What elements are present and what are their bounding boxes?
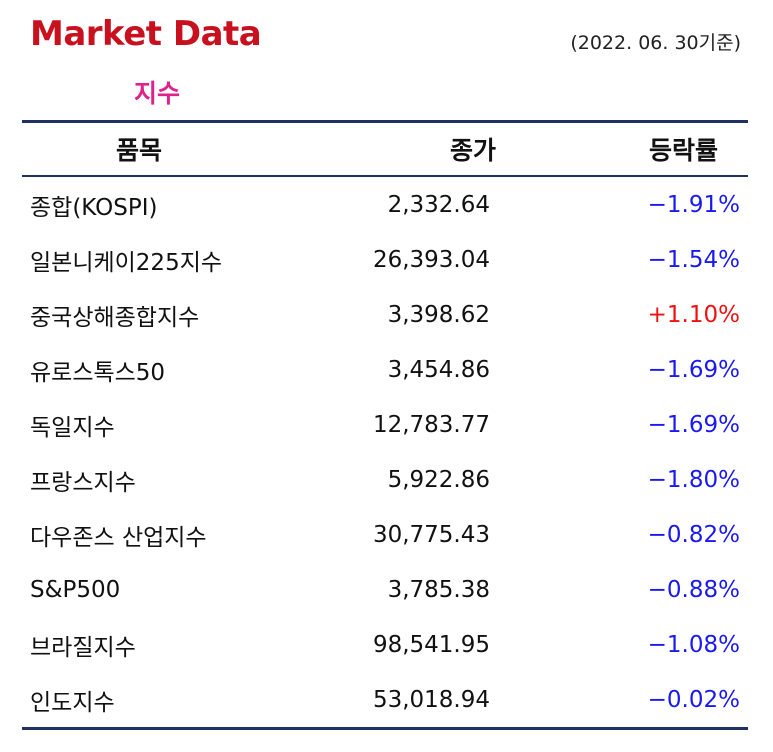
change-rate: −1.54% — [647, 246, 740, 273]
column-header: 품목 — [116, 136, 163, 165]
index-name: 중국상해종합지수 — [30, 304, 200, 331]
close-price: 3,454.86 — [387, 356, 490, 383]
date: (2022. 06. 30기준) — [570, 32, 741, 54]
table-row: 다우존스 산업지수 30,775.43 −0.82% — [22, 507, 748, 562]
header-row: 품목 종가 등락률 — [22, 123, 748, 175]
change-rate: −1.80% — [647, 466, 740, 493]
close-price: 3,398.62 — [387, 301, 490, 328]
index-name: 다우존스 산업지수 — [30, 524, 207, 551]
bottom-rule — [22, 727, 748, 730]
header-rule — [22, 175, 748, 177]
column-header: 등락률 — [648, 136, 718, 165]
table-row: 독일지수 12,783.77 −1.69% — [22, 397, 748, 452]
table-row: 일본니케이225지수 26,393.04 −1.54% — [22, 232, 748, 287]
change-rate: −1.69% — [647, 411, 740, 438]
table-row: 프랑스지수 5,922.86 −1.80% — [22, 452, 748, 507]
table: 품목 종가 등락률 종합(KOSPI) 2,332.64 −1.91% 일본니케이22… — [22, 120, 748, 730]
close-price: 5,922.86 — [387, 466, 490, 493]
subtitle: 지수 — [134, 79, 181, 108]
close-price: 30,775.43 — [372, 521, 490, 548]
change-rate: −0.88% — [647, 576, 740, 603]
title: Market Data — [30, 14, 262, 54]
table-row: 유로스톡스50 3,454.86 −1.69% — [22, 342, 748, 397]
index-name: 브라질지수 — [30, 634, 136, 661]
table-row: 인도지수 53,018.94 −0.02% — [22, 672, 748, 727]
close-price: 98,541.95 — [372, 631, 490, 658]
change-rate: +1.10% — [647, 301, 740, 328]
close-price: 3,785.38 — [387, 576, 490, 603]
table-row: 종합(KOSPI) 2,332.64 −1.91% — [22, 177, 748, 232]
index-name: 일본니케이225지수 — [30, 249, 223, 276]
change-rate: −1.08% — [647, 631, 740, 658]
change-rate: −0.02% — [647, 686, 740, 713]
close-price: 12,783.77 — [372, 411, 490, 438]
close-price: 53,018.94 — [372, 686, 490, 713]
change-rate: −1.91% — [647, 191, 740, 218]
index-name: 종합(KOSPI) — [30, 194, 158, 221]
change-rate: −0.82% — [647, 521, 740, 548]
index-name: 프랑스지수 — [30, 469, 136, 496]
top-rule — [22, 120, 748, 123]
close-price: 26,393.04 — [372, 246, 490, 273]
table-row: S&P500 3,785.38 −0.88% — [22, 562, 748, 617]
index-name: 유로스톡스50 — [30, 359, 166, 386]
table-row: 브라질지수 98,541.95 −1.08% — [22, 617, 748, 672]
close-price: 2,332.64 — [387, 191, 490, 218]
column-header: 종가 — [449, 136, 496, 165]
index-name: 인도지수 — [30, 689, 115, 716]
table-body: 종합(KOSPI) 2,332.64 −1.91% 일본니케이225지수 26,393.… — [22, 177, 748, 727]
table-row: 중국상해종합지수 3,398.62 +1.10% — [22, 287, 748, 342]
index-name: 독일지수 — [30, 414, 115, 441]
change-rate: −1.69% — [647, 356, 740, 383]
index-name: S&P500 — [30, 576, 121, 603]
